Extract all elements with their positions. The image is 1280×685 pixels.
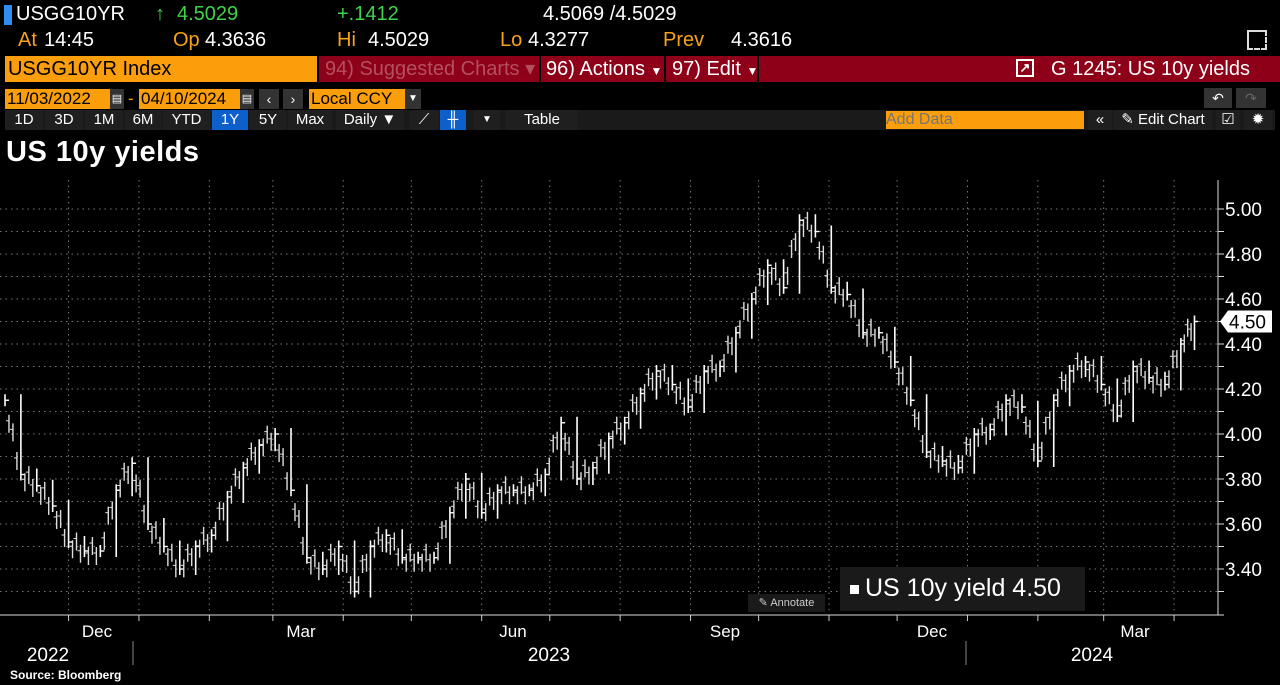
x-tick-label: Jun — [499, 622, 526, 641]
period-1d-button[interactable]: 1D — [5, 110, 43, 130]
edit-chart-button[interactable]: ✎ Edit Chart — [1114, 110, 1212, 130]
next-period-button[interactable]: › — [283, 89, 303, 109]
legend: US 10y yield 4.50 — [840, 567, 1085, 611]
high-value: 4.5029 — [368, 29, 430, 51]
legend-swatch — [850, 585, 859, 594]
y-tick-label: 4.40 — [1225, 335, 1262, 356]
last-value-label: 4.50 — [1229, 313, 1266, 334]
calendar-icon[interactable]: ▤ — [240, 89, 254, 109]
edit-menu[interactable]: 97) Edit ▼ — [672, 58, 759, 80]
actions-label: 96) Actions — [546, 58, 645, 80]
chart-title: US 10y yields — [6, 136, 200, 168]
y-tick-label: 4.60 — [1225, 290, 1262, 311]
suggested-charts-label: 94) Suggested Charts — [325, 58, 520, 80]
chart-type-dropdown[interactable]: ▼ — [474, 110, 500, 130]
period-1m-button[interactable]: 1M — [85, 110, 123, 130]
x-tick-label: Mar — [1120, 622, 1150, 641]
period-ytd-button[interactable]: YTD — [163, 110, 210, 130]
x-tick-label: Sep — [710, 622, 740, 641]
prev-period-button[interactable]: ‹ — [259, 89, 279, 109]
period-5y-button[interactable]: 5Y — [250, 110, 286, 130]
chart-title-link[interactable]: G 1245: US 10y yields — [1051, 58, 1250, 80]
source-note: Source: Bloomberg — [10, 668, 122, 682]
undock-icon[interactable] — [1247, 30, 1267, 50]
x-tick-label: Dec — [917, 622, 948, 641]
add-data-input[interactable] — [886, 111, 1084, 129]
annotate-label: Annotate — [770, 597, 815, 609]
low-value: 4.3277 — [528, 29, 590, 51]
x-year-label: 2023 — [528, 645, 570, 666]
annotate-button[interactable]: ✎ Annotate — [748, 594, 825, 612]
period-3d-button[interactable]: 3D — [45, 110, 83, 130]
security-field[interactable]: USGG10YR Index — [5, 56, 317, 82]
gear-icon[interactable]: ✹ — [1244, 110, 1272, 130]
y-tick-label: 5.00 — [1225, 200, 1262, 221]
date-separator: - — [128, 89, 134, 108]
legend-label: US 10y yield 4.50 — [865, 574, 1061, 602]
open-value: 4.3636 — [205, 29, 267, 51]
at-label: At — [18, 29, 37, 51]
line-chart-icon[interactable]: ⟋ — [410, 110, 438, 130]
last-price: 4.5029 — [177, 3, 239, 25]
period-6m-button[interactable]: 6M — [125, 110, 161, 130]
prev-label: Prev — [663, 29, 705, 51]
bid-ask: 4.5069 /4.5029 — [543, 3, 677, 25]
chevron-down-icon[interactable]: ▼ — [405, 89, 421, 109]
suggested-charts-menu[interactable]: 94) Suggested Charts ▾ — [325, 58, 536, 80]
y-tick-label: 3.60 — [1225, 515, 1262, 536]
period-1y-button[interactable]: 1Y — [212, 110, 248, 130]
ticker-marker — [4, 5, 12, 25]
end-date-field[interactable]: 04/10/2024 — [139, 89, 240, 109]
annotate-edit-icon[interactable]: ☑ — [1216, 110, 1240, 130]
x-tick-label: Mar — [286, 622, 316, 641]
high-label: Hi — [337, 29, 356, 51]
y-tick-label: 4.20 — [1225, 380, 1262, 401]
redo-button[interactable]: ↷ — [1236, 88, 1266, 108]
y-tick-label: 3.80 — [1225, 470, 1262, 491]
time: 14:45 — [44, 29, 95, 51]
up-arrow-icon: ↑ — [155, 3, 165, 25]
x-tick-label: Dec — [82, 622, 113, 641]
net-change: +.1412 — [337, 3, 399, 25]
y-tick-label: 3.40 — [1225, 560, 1262, 581]
start-date-field[interactable]: 11/03/2022 — [5, 89, 110, 109]
external-link-icon[interactable]: ↗ — [1016, 59, 1034, 77]
last-value-tag — [1220, 310, 1272, 333]
bar-chart-icon[interactable]: ╫ — [440, 110, 466, 130]
actions-menu[interactable]: 96) Actions ▼ — [546, 58, 663, 80]
undo-button[interactable]: ↶ — [1204, 88, 1232, 108]
low-label: Lo — [500, 29, 523, 51]
table-button[interactable]: Table — [506, 110, 578, 130]
prev-value: 4.3616 — [731, 29, 793, 51]
y-tick-label: 4.00 — [1225, 425, 1262, 446]
ticker: USGG10YR — [16, 3, 125, 25]
frequency-select[interactable]: Daily ▼ — [336, 110, 404, 130]
calendar-icon[interactable]: ▤ — [110, 89, 124, 109]
y-tick-label: 4.80 — [1225, 245, 1262, 266]
x-year-label: 2024 — [1071, 645, 1114, 666]
collapse-icon[interactable]: « — [1088, 110, 1112, 130]
open-label: Op — [173, 29, 200, 51]
edit-label: 97) Edit — [672, 58, 741, 80]
period-max-button[interactable]: Max — [288, 110, 332, 130]
x-year-label: 2022 — [27, 645, 69, 666]
currency-select[interactable]: Local CCY — [309, 89, 405, 109]
edit-chart-label: Edit Chart — [1138, 111, 1205, 128]
